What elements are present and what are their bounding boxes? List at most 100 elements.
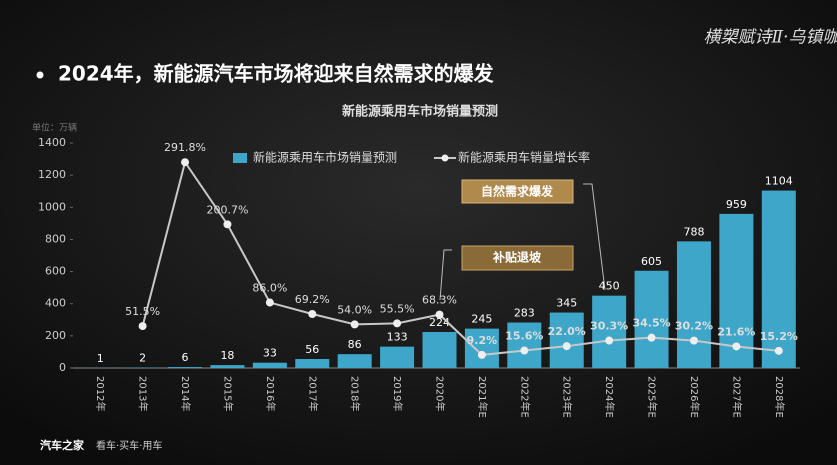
bar	[252, 362, 287, 368]
growth-marker	[520, 346, 529, 355]
bar	[676, 241, 711, 368]
y-tick-label: 0	[59, 361, 66, 374]
annotation-box	[461, 179, 574, 204]
growth-marker	[181, 158, 190, 167]
growth-value-label: 54.0%	[337, 303, 372, 316]
bar	[549, 312, 584, 368]
growth-marker	[732, 342, 741, 351]
bar	[507, 322, 542, 368]
bullet	[36, 71, 44, 79]
bar-value-label: 2	[139, 352, 146, 365]
bar-value-label: 283	[514, 307, 535, 320]
growth-marker	[605, 336, 614, 345]
x-tick-label: 2017年	[306, 376, 319, 411]
bar-value-label: 86	[348, 338, 362, 351]
x-tick-label: 2020年	[434, 376, 447, 411]
x-tick-label: 2023年E	[561, 376, 574, 418]
bar-value-label: 33	[263, 347, 277, 360]
growth-value-label: 55.5%	[380, 302, 415, 315]
bar	[592, 295, 627, 368]
y-tick-label: 400	[45, 297, 66, 310]
growth-value-label: 291.8%	[164, 141, 206, 154]
bar-value-label: 959	[726, 198, 747, 211]
x-tick-label: 2026年E	[688, 376, 701, 418]
x-tick-label: 2024年E	[603, 376, 616, 418]
annotation-pointer	[583, 183, 606, 291]
legend-swatch	[233, 153, 247, 163]
bar	[295, 359, 330, 368]
bar	[380, 346, 415, 368]
x-tick-label: 2025年E	[646, 376, 659, 418]
x-tick-label: 2019年	[391, 376, 404, 411]
growth-marker	[308, 310, 317, 318]
growth-marker	[138, 322, 147, 331]
logo: 横槊赋诗Ⅱ·乌镇咖茶	[704, 28, 837, 48]
x-tick-label: 2028年E	[773, 376, 786, 418]
bar-value-label: 6	[182, 351, 189, 364]
growth-marker	[393, 319, 402, 328]
growth-marker	[350, 320, 359, 329]
bar-value-label: 605	[641, 255, 662, 268]
legend-label: 新能源乘用车市场销量预测	[253, 150, 397, 165]
bar	[168, 367, 203, 368]
x-tick-label: 2014年	[179, 376, 192, 411]
growth-marker	[647, 333, 656, 342]
x-tick-label: 2022年E	[518, 376, 531, 418]
growth-line	[141, 159, 779, 356]
growth-value-label: 30.3%	[590, 320, 628, 333]
bar	[634, 270, 669, 368]
bar	[464, 328, 499, 368]
y-tick-label: 1400	[38, 136, 66, 149]
annotation-pointer	[439, 249, 452, 301]
y-tick-label: 600	[45, 265, 66, 278]
bar	[761, 190, 796, 368]
growth-marker	[435, 310, 444, 319]
growth-marker	[477, 350, 486, 359]
bar-value-label: 245	[471, 313, 492, 326]
annotation-box	[461, 245, 574, 271]
annotation: 补贴退坡	[492, 250, 542, 265]
footer-slogan: 看车·买车·用车	[96, 439, 162, 452]
y-tick-label: 1000	[38, 200, 66, 213]
bar-value-label: 1	[97, 352, 104, 365]
x-tick-label: 2013年	[137, 376, 150, 411]
x-tick-label: 2027年E	[730, 376, 743, 418]
x-tick-label: 2016年	[264, 376, 277, 411]
growth-value-label: 34.5%	[632, 317, 670, 330]
x-tick-label: 2012年	[94, 376, 107, 411]
legend-swatch	[441, 154, 449, 162]
growth-value-label: 86.0%	[252, 282, 287, 295]
growth-marker	[689, 336, 698, 345]
footer-brand: 汽车之家	[40, 438, 85, 452]
growth-value-label: 9.2%	[467, 334, 498, 347]
growth-marker	[223, 220, 232, 229]
growth-value-label: 21.6%	[717, 325, 755, 338]
bar	[422, 332, 457, 368]
growth-marker	[265, 298, 274, 307]
bar-value-label: 788	[683, 225, 704, 238]
y-tick-label: 200	[45, 329, 66, 342]
bar-value-label: 345	[556, 297, 577, 310]
bar	[337, 354, 372, 368]
slide-title: 2024年，新能源汽车市场将迎来自然需求的爆发	[58, 62, 495, 86]
y-tick-label: 800	[45, 232, 66, 245]
x-tick-label: 2015年	[221, 376, 234, 411]
bar-value-label: 1104	[765, 175, 793, 188]
growth-value-label: 30.2%	[675, 320, 713, 333]
growth-value-label: 68.3%	[422, 294, 457, 307]
growth-value-label: 22.0%	[548, 325, 586, 338]
growth-marker	[774, 346, 783, 355]
growth-marker	[562, 342, 571, 351]
chart-title: 新能源乘用车市场销量预测	[342, 104, 498, 120]
x-tick-label: 2021年E	[476, 376, 489, 418]
bar-value-label: 450	[599, 280, 620, 293]
bar-value-label: 56	[305, 343, 319, 356]
growth-value-label: 15.2%	[760, 330, 798, 343]
growth-value-label: 15.6%	[505, 330, 543, 343]
bar-value-label: 18	[220, 349, 234, 362]
y-tick-label: 1200	[38, 168, 66, 181]
bar	[210, 365, 245, 368]
growth-value-label: 200.7%	[206, 203, 248, 216]
